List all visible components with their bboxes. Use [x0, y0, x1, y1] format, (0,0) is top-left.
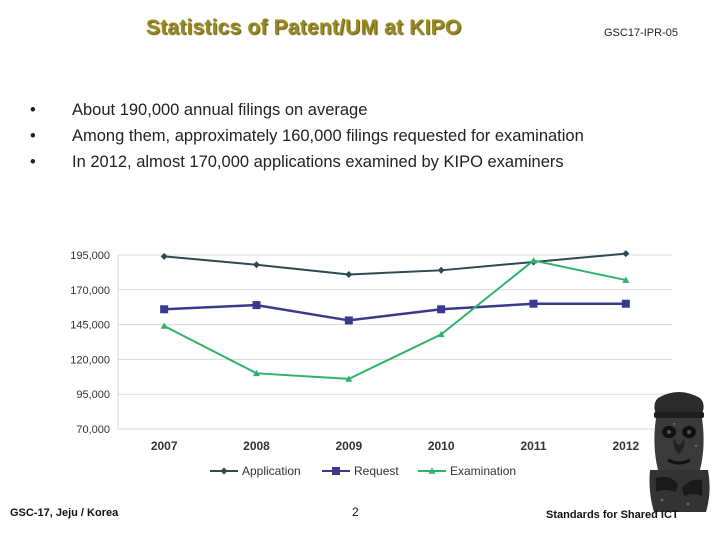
x-tick-label: 2012 — [612, 439, 639, 453]
data-point — [345, 375, 353, 382]
x-tick-label: 2007 — [151, 439, 178, 453]
bullet-glyph: • — [30, 127, 36, 145]
x-tick-label: 2009 — [335, 439, 362, 453]
data-point — [437, 330, 445, 338]
x-tick-label: 2008 — [243, 439, 270, 453]
y-tick-label: 170,000 — [70, 285, 110, 297]
y-tick-label: 70,000 — [76, 424, 110, 436]
data-point — [622, 250, 630, 258]
data-point — [160, 305, 169, 314]
legend-label: Examination — [450, 464, 516, 478]
bullet-item: • Among them, approximately 160,000 filin… — [28, 123, 584, 149]
dol-hareubang-statue-image — [649, 392, 710, 512]
data-point — [530, 257, 537, 264]
slide-title: Statistics of Patent/UM at KIPO — [146, 16, 462, 39]
y-tick-label: 195,000 — [70, 250, 110, 262]
bullet-text: In 2012, almost 170,000 applications exa… — [72, 153, 564, 171]
data-point — [437, 305, 446, 314]
bullet-text: About 190,000 annual filings on average — [72, 101, 368, 119]
legend-label: Request — [354, 464, 399, 478]
footer-slogan: Standards for Shared ICT — [546, 509, 679, 521]
x-tick-label: 2010 — [428, 439, 455, 453]
data-point — [332, 467, 340, 475]
data-point — [160, 252, 168, 260]
data-point — [160, 322, 168, 329]
data-point — [428, 467, 436, 474]
chart-legend: Application Request Examination — [210, 464, 516, 478]
series-line — [164, 252, 626, 276]
bullet-glyph: • — [30, 101, 36, 119]
y-tick-label: 120,000 — [70, 354, 110, 366]
y-tick-label: 145,000 — [70, 320, 110, 332]
data-point — [253, 261, 260, 269]
data-point — [344, 316, 353, 325]
data-point — [252, 301, 261, 310]
data-point — [622, 276, 630, 283]
document-id: GSC17-IPR-05 — [604, 27, 678, 39]
data-point — [437, 266, 445, 274]
chart-series — [160, 250, 630, 382]
chart-gridlines — [118, 254, 672, 430]
data-point — [253, 369, 260, 377]
series-line — [163, 259, 627, 380]
bullet-text: Among them, approximately 160,000 filing… — [72, 127, 584, 145]
x-tick-label: 2011 — [520, 439, 546, 453]
data-point — [621, 299, 630, 308]
footer-event-label: GSC-17, Jeju / Korea — [10, 507, 119, 519]
data-point — [220, 467, 228, 475]
bullet-glyph: • — [30, 153, 36, 171]
data-point — [529, 299, 538, 308]
bullet-list: • About 190,000 annual filings on average… — [28, 97, 584, 175]
page-number: 2 — [352, 505, 359, 519]
data-point — [345, 270, 353, 278]
y-tick-label: 95,000 — [76, 389, 110, 401]
bullet-item: • In 2012, almost 170,000 applications ex… — [28, 149, 584, 175]
legend-label: Application — [242, 464, 301, 478]
line-chart: 195,000 170,000 145,000 120,000 95,000 70,000… — [70, 250, 672, 478]
chart-axes: 195,000 170,000 145,000 120,000 95,000 70,000… — [70, 250, 639, 453]
series-line — [164, 302, 626, 322]
bullet-item: • About 190,000 annual filings on average — [28, 97, 584, 123]
